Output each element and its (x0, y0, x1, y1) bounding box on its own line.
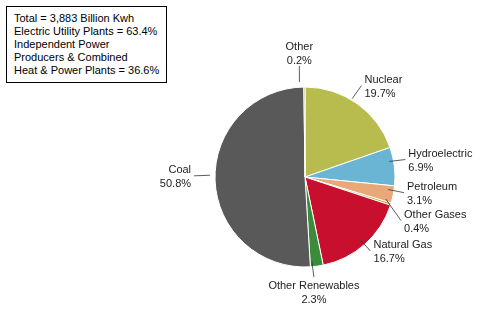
svg-text:Other Gases0.4%: Other Gases0.4% (404, 208, 467, 234)
svg-text:Other Renewables2.3%: Other Renewables2.3% (268, 279, 360, 305)
svg-text:Coal50.8%: Coal50.8% (160, 163, 191, 189)
html-text:Total = 3,883 Billion Kwh Elec: Total = 3,883 Billion Kwh Electric Utili… (14, 12, 160, 76)
svg-text:Natural Gas16.7%: Natural Gas16.7% (374, 238, 433, 264)
svg-text:Petroleum3.1%: Petroleum3.1% (407, 180, 457, 206)
svg-text:Hydroelectric6.9%: Hydroelectric6.9% (408, 147, 473, 173)
svg-text:Other0.2%: Other0.2% (286, 40, 314, 66)
svg-text:Nuclear19.7%: Nuclear19.7% (364, 73, 402, 99)
